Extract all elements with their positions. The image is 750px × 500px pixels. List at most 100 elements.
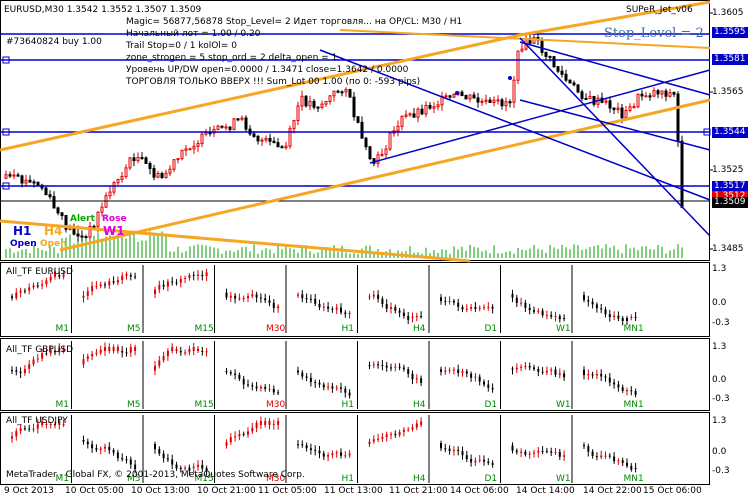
- mini-candle-body: [54, 271, 56, 277]
- mini-candle-body: [528, 366, 531, 368]
- mini-candle-body: [134, 276, 137, 278]
- candle-body: [656, 90, 660, 95]
- mini-candle-body: [621, 387, 624, 391]
- candle-body: [276, 142, 280, 148]
- mini-candle-body: [448, 369, 451, 371]
- mini-candle-body: [533, 310, 535, 312]
- candle-body: [420, 108, 424, 115]
- candle-body: [52, 196, 56, 209]
- mini-candle-body: [41, 284, 44, 286]
- order-line-label[interactable]: #73640824 buy 1.00: [6, 37, 102, 47]
- copyright-text: MetaTrader - Global FX, © 2001-2013, Met…: [6, 470, 305, 480]
- mini-candle-body: [58, 275, 61, 277]
- candle-body: [160, 173, 164, 178]
- mini-candle-body: [179, 351, 182, 353]
- mini-candle-body: [587, 446, 590, 452]
- mini-candle-body: [554, 369, 557, 375]
- candle-body: [408, 113, 412, 116]
- mini-candle-body: [465, 371, 468, 374]
- price-tag-1-3581[interactable]: 1.3581: [712, 54, 748, 65]
- mini-candle-body: [402, 312, 405, 317]
- price-tag-1-3544[interactable]: 1.3544: [712, 127, 748, 138]
- mini-candle-body: [277, 306, 280, 309]
- mini-candle-body: [591, 451, 594, 457]
- mini-candle-body: [474, 306, 477, 309]
- mini-candle-body: [634, 468, 637, 469]
- mini-candle-body: [621, 318, 624, 321]
- candle-body: [468, 94, 472, 100]
- level-handle: [2, 128, 10, 136]
- candle-body: [208, 132, 212, 135]
- mini-candle-body: [630, 316, 633, 318]
- mini-candle-body: [440, 443, 442, 449]
- mini-candle-body: [348, 312, 351, 315]
- trend-line-blue: [369, 69, 711, 164]
- info-line: zone_strogen = 5 stop_ord = 2 delta_open…: [126, 53, 338, 63]
- mini-candle-body: [247, 384, 249, 386]
- mini-candle-body: [541, 450, 544, 452]
- mini-candle-body: [166, 458, 169, 460]
- price-tag-1-3517[interactable]: 1.3517: [712, 181, 748, 192]
- candle-body: [508, 101, 512, 104]
- candle-body: [60, 212, 64, 217]
- mini-candle-body: [58, 347, 61, 353]
- mini-candle-body: [407, 369, 410, 374]
- mini-candle-body: [23, 290, 26, 292]
- mini-candle-body: [158, 284, 161, 290]
- mini-candle-body: [381, 365, 384, 367]
- mini-candle-body: [197, 348, 199, 351]
- price-tag-1-3595[interactable]: 1.3595: [712, 27, 748, 38]
- mini-candle-body: [112, 347, 115, 351]
- candle-body: [476, 97, 480, 103]
- panel-title-usdjpy: All_TF USDJPY: [6, 416, 68, 426]
- mini-candle-body: [550, 451, 553, 453]
- mini-candle-body: [251, 294, 254, 297]
- mini-candle-body: [487, 384, 490, 388]
- mini-candle-body: [595, 373, 598, 376]
- timeframe-label-m30: M30: [266, 400, 286, 410]
- mini-candle-body: [621, 460, 624, 463]
- mini-candle-body: [452, 450, 455, 452]
- mini-candle-body: [125, 459, 128, 461]
- candle-body: [616, 107, 620, 111]
- open-label-blue: Open: [10, 239, 37, 249]
- mini-candle-body: [247, 296, 249, 299]
- candle-body: [288, 128, 292, 147]
- date-label: 15 Oct 06:00: [643, 486, 702, 496]
- mini-candle-body: [54, 424, 56, 426]
- candle-body: [240, 117, 244, 120]
- candle-body: [320, 103, 324, 108]
- mini-candle-body: [268, 300, 271, 303]
- mini-candle-body: [197, 464, 199, 467]
- mini-candle-body: [238, 433, 241, 437]
- mini-candle-body: [99, 448, 102, 450]
- candle-body: [500, 99, 504, 107]
- price-tag-bid[interactable]: 1.3509: [712, 197, 748, 208]
- candle-body: [76, 233, 80, 237]
- mini-candle-body: [327, 306, 330, 309]
- mini-candle-body: [385, 304, 388, 309]
- mini-candle-body: [301, 372, 304, 377]
- entry-marker: [455, 91, 459, 95]
- mini-candle-body: [272, 424, 275, 426]
- candle-body: [428, 104, 432, 109]
- h1-marker: H1: [13, 224, 32, 238]
- info-line: Trail Stop=0 / 1 kolOl= 0: [126, 41, 237, 51]
- candle-body: [648, 95, 652, 98]
- mini-candle-body: [251, 385, 254, 387]
- mini-candle-body: [116, 280, 119, 283]
- date-label: 10 Oct 21:00: [197, 486, 256, 496]
- date-label: 10 Oct 05:00: [65, 486, 124, 496]
- candle-body: [592, 95, 596, 105]
- candle-body: [660, 90, 664, 95]
- price-tag-1-3512[interactable]: 1.3512: [712, 191, 748, 202]
- candle-body: [256, 135, 260, 142]
- mini-candle-body: [162, 453, 165, 459]
- candle-body: [196, 143, 200, 147]
- mini-candle-body: [104, 347, 106, 351]
- timeframe-label-w1: W1: [556, 400, 571, 410]
- mini-candle-body: [554, 451, 557, 453]
- mini-candle-body: [301, 444, 304, 446]
- candle-body: [460, 91, 464, 97]
